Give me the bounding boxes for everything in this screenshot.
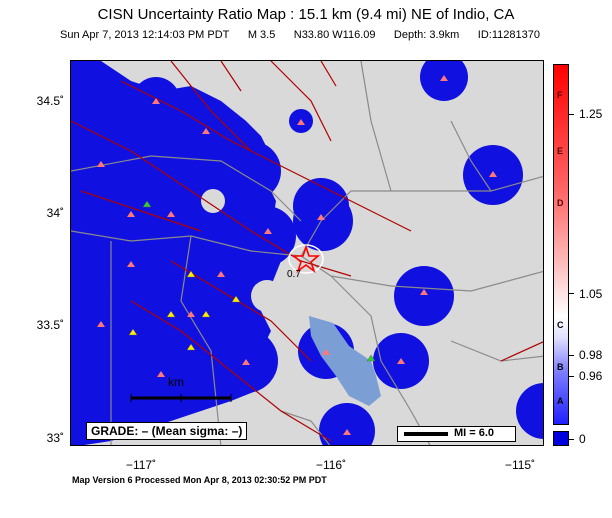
map-version-footer: Map Version 6 Processed Mon Apr 8, 2013 … — [72, 475, 327, 485]
seismic-stations — [97, 75, 497, 435]
lon-label-117: −117˚ — [125, 458, 157, 472]
colorbar-letter-a: A — [557, 396, 564, 406]
mi-legend-text: MI = 6.0 — [454, 427, 495, 439]
mi-legend: MI = 6.0 — [397, 426, 516, 442]
lon-label-116: −116˚ — [315, 458, 347, 472]
lat-label-33: 33˚ — [46, 431, 64, 445]
uncertainty-circles — [293, 61, 543, 445]
colorbar-letter-d: D — [557, 198, 564, 208]
lat-label-34: 34˚ — [46, 206, 64, 220]
colorbar — [553, 64, 569, 425]
colorbar-tick — [569, 439, 574, 440]
colorbar-tick — [569, 114, 574, 115]
grade-label: GRADE: – (Mean sigma: –) — [86, 422, 248, 440]
event-location: N33.80 W116.09 — [293, 29, 376, 41]
lat-label-33-5: 33.5˚ — [36, 318, 64, 332]
colorbar-base — [553, 431, 569, 446]
colorbar-tick — [569, 376, 574, 377]
event-magnitude: M 3.5 — [247, 29, 276, 41]
colorbar-tick — [569, 293, 574, 294]
stations-other — [128, 200, 376, 362]
map-canvas: 0.7 — [71, 61, 543, 445]
colorbar-label-1-25: 1.25 — [579, 107, 603, 121]
event-info: Sun Apr 7, 2013 12:14:03 PM PDT M 3.5 N3… — [60, 29, 540, 41]
lon-label-115: −115˚ — [504, 458, 536, 472]
colorbar-label-0: 0 — [579, 432, 586, 446]
colorbar-label-0-96: 0.96 — [579, 369, 603, 383]
colorbar-label-0-98: 0.98 — [579, 348, 603, 362]
scale-label: km — [168, 375, 184, 389]
uncertainty-map[interactable]: 0.7 — [70, 60, 544, 446]
uncertainty-regions — [71, 61, 349, 445]
colorbar-label-1-05: 1.05 — [579, 287, 603, 301]
colorbar-letter-f: F — [557, 90, 563, 100]
low-uncertainty-pockets — [201, 189, 283, 312]
event-id: ID:11281370 — [477, 29, 540, 41]
event-depth: Depth: 3.9km — [393, 29, 460, 41]
contour-value: 0.7 — [287, 269, 301, 280]
faults — [71, 61, 543, 442]
mi-legend-bar — [404, 432, 448, 436]
colorbar-letter-c: C — [557, 320, 564, 330]
event-datetime: Sun Apr 7, 2013 12:14:03 PM PDT — [60, 29, 230, 41]
colorbar-letter-e: E — [557, 146, 564, 156]
colorbar-tick — [569, 355, 574, 356]
map-title: CISN Uncertainty Ratio Map : 15.1 km (9.… — [97, 6, 515, 23]
epicenter-star — [291, 244, 321, 274]
salton-sea — [309, 316, 381, 406]
colorbar-letter-b: B — [557, 362, 564, 372]
scale-bar — [130, 394, 232, 402]
lat-label-34-5: 34.5˚ — [36, 94, 64, 108]
